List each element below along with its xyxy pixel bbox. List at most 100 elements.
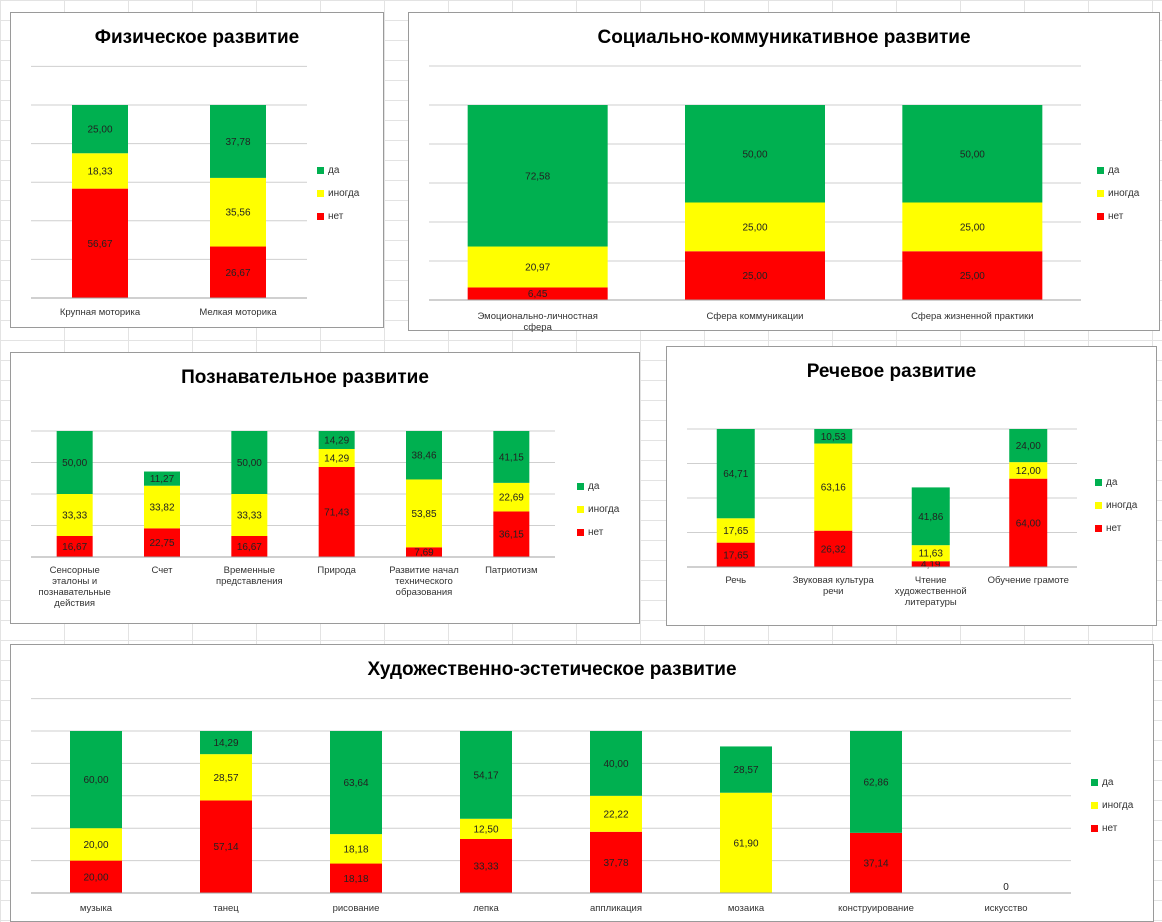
bar-segment-no: [72, 188, 128, 298]
data-label: 26,67: [225, 268, 250, 279]
category-label: Природа: [317, 565, 356, 576]
chart-title: Физическое развитие: [94, 27, 300, 48]
data-label: 25,00: [960, 271, 985, 282]
data-label: 17,65: [723, 526, 748, 537]
chart-panel-art: Художественно-эстетическое развитие 20,0…: [10, 644, 1154, 922]
data-label: 25,00: [960, 222, 985, 233]
bar-segment-sometimes: [720, 792, 772, 893]
legend-swatch: [577, 483, 584, 490]
category-label: Сфера коммуникации: [706, 311, 804, 322]
data-label: 25,00: [742, 271, 767, 282]
legend-label: иногда: [588, 504, 620, 515]
data-label: 54,17: [473, 770, 498, 781]
bar-segment-sometimes: [210, 177, 266, 247]
bar-segment-no: [318, 466, 355, 557]
data-label: 53,85: [411, 509, 436, 520]
data-label: 11,27: [150, 474, 175, 485]
legend-label: иногда: [328, 188, 360, 199]
bar-segment-sometimes: [590, 795, 642, 832]
bar-segment-sometimes: [467, 246, 608, 288]
bar-segment-sometimes: [144, 485, 180, 529]
chart-panel-social: Социально-коммуникативное развитие 6,45 2…: [408, 12, 1160, 333]
category-label: рисование: [332, 903, 380, 914]
category-label: Эмоционально-личностная сфера: [477, 311, 598, 333]
bar-segment-no: [56, 535, 93, 557]
legend-label: да: [328, 165, 340, 176]
legend-item-no: нет: [1095, 517, 1137, 540]
data-label: 35,56: [225, 208, 250, 219]
legend-label: иногда: [1108, 188, 1140, 199]
chart-plot: 56,67 18,33 25,00 26,67 35,56 37,78: [31, 65, 307, 299]
chart-legend: да иногда нет: [1091, 771, 1133, 840]
bar-segment-no: [685, 251, 825, 300]
legend-swatch: [1091, 779, 1098, 786]
bar-segment-yes: [200, 731, 252, 755]
data-label: 33,33: [62, 510, 87, 521]
legend-item-yes: да: [1091, 771, 1133, 794]
legend-item-sometimes: иногда: [577, 498, 619, 521]
category-label: мозаика: [727, 903, 765, 914]
chart-panel-speech: Речевое развитие 17,65 17,65 64,71 26,32 63,…: [666, 346, 1157, 626]
bar-segment-no: [902, 251, 1043, 300]
chart-panel-cognitive: Познавательное развитие 16,67 33,33 50,00 2…: [10, 352, 640, 624]
data-label: 18,18: [343, 874, 368, 885]
data-label: 10,53: [821, 432, 846, 443]
chart-plot: 20,00 20,00 60,00 57,14 28,57 14,29 18,18 18,18…: [31, 698, 1071, 894]
legend-swatch: [1091, 825, 1098, 832]
bar-segment-sometimes: [814, 443, 853, 531]
bar-segment-yes: [70, 731, 122, 829]
legend-label: нет: [1106, 523, 1122, 534]
bar-segment-sometimes: [493, 482, 530, 512]
legend-label: нет: [1108, 211, 1124, 222]
category-label: Речь: [725, 575, 747, 586]
bar-segment-sometimes: [70, 828, 122, 861]
bar-segment-no: [493, 511, 530, 557]
bar-segment-sometimes: [716, 518, 755, 543]
bar-segment-yes: [330, 731, 382, 835]
bar-segment-yes: [590, 731, 642, 796]
bar-segment-no: [850, 832, 902, 893]
data-label: 38,46: [411, 451, 436, 462]
category-label: Обучение грамоте: [987, 575, 1069, 586]
bar-segment-yes: [72, 105, 128, 154]
bar-segment-sometimes: [72, 153, 128, 189]
data-label: 17,65: [723, 550, 748, 561]
legend-item-sometimes: иногда: [1091, 794, 1133, 817]
chart-legend: да иногда нет: [1095, 471, 1137, 540]
bar-segment-sometimes: [56, 494, 93, 536]
data-label: 28,57: [733, 765, 758, 776]
data-label: 20,97: [525, 262, 550, 273]
bar-segment-no: [330, 863, 382, 893]
category-label: Звуковая культура речи: [792, 575, 874, 597]
data-label: 14,29: [213, 738, 238, 749]
legend-item-sometimes: иногда: [317, 182, 359, 205]
data-label: 50,00: [742, 149, 767, 160]
legend-swatch: [317, 213, 324, 220]
category-label: Мелкая моторика: [199, 307, 277, 318]
category-label: Патриотизм: [485, 565, 538, 576]
bar-segment-sometimes: [200, 754, 252, 801]
bar-segment-yes: [493, 431, 530, 483]
data-label: 50,00: [960, 149, 985, 160]
bar-segment-yes: [318, 430, 355, 449]
data-label: 12,50: [473, 824, 498, 835]
chart-legend: да иногда нет: [317, 159, 359, 228]
data-label: 28,57: [213, 773, 238, 784]
data-label: 22,75: [149, 538, 174, 549]
legend-item-yes: да: [1095, 471, 1137, 494]
legend-label: да: [1108, 165, 1120, 176]
legend-swatch: [1097, 190, 1104, 197]
data-label: 63,64: [343, 778, 368, 789]
bar-segment-sometimes: [902, 202, 1043, 252]
data-label: 14,29: [324, 435, 349, 446]
data-label: 50,00: [237, 458, 262, 469]
bar-segment-no: [1009, 478, 1048, 567]
data-label: 11,63: [919, 549, 944, 560]
legend-swatch: [317, 190, 324, 197]
bar-segment-no: [590, 831, 642, 893]
legend-swatch: [1095, 479, 1102, 486]
data-label: 36,15: [499, 530, 524, 541]
data-label: 72,58: [525, 171, 550, 182]
bar-segment-no: [70, 860, 122, 893]
